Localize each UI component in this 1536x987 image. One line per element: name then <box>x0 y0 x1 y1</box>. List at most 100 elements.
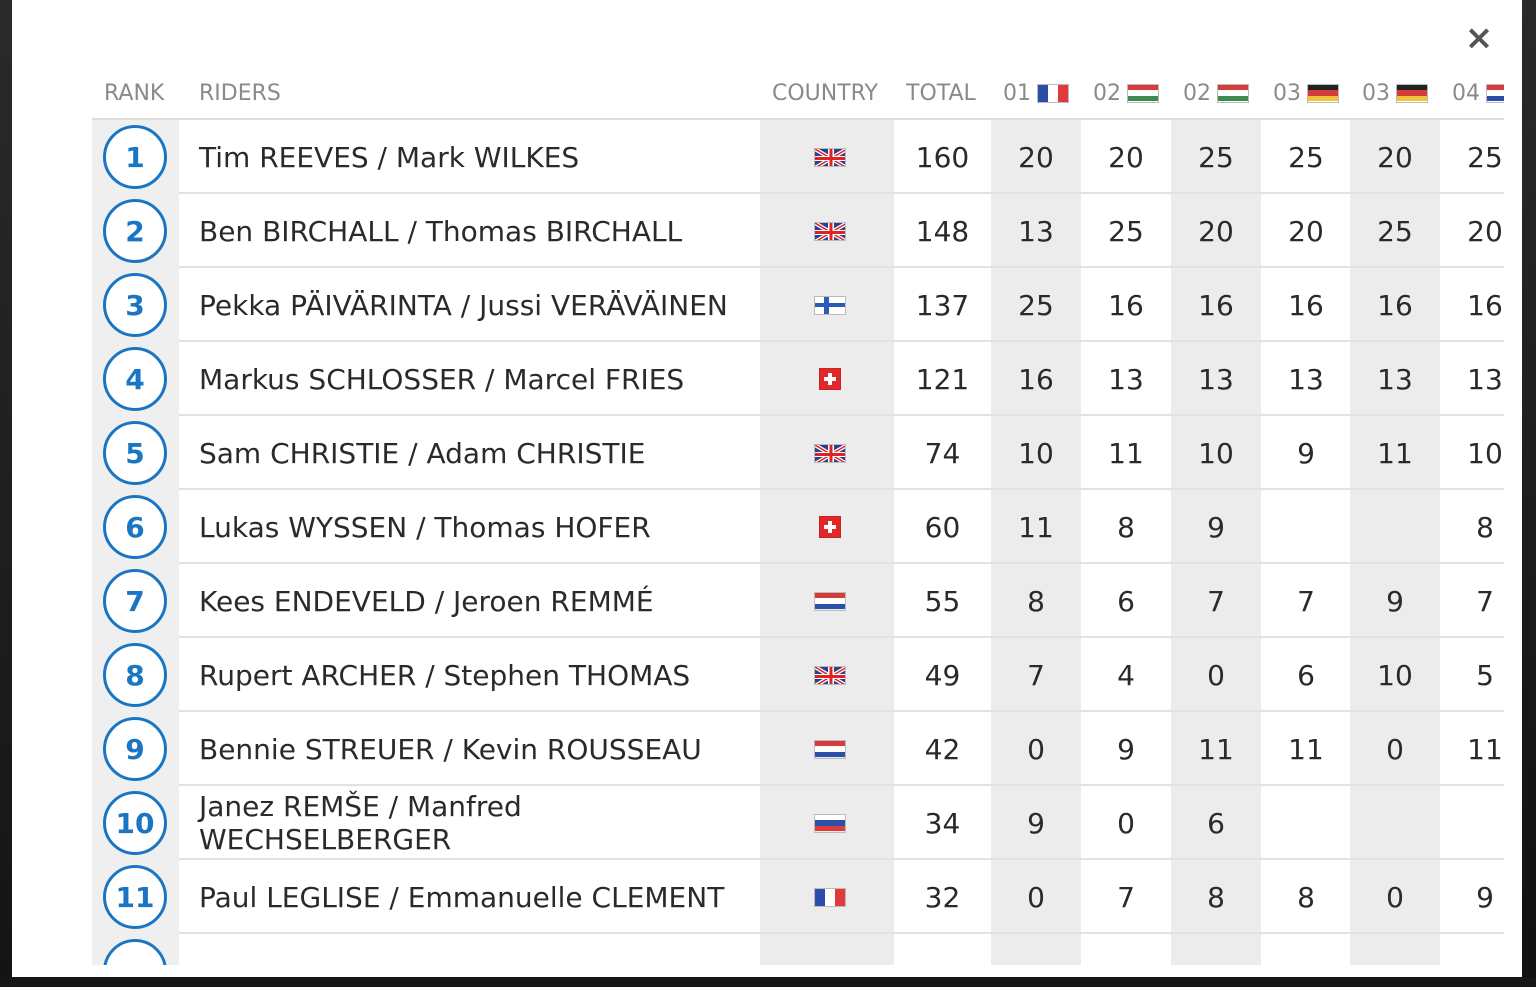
table-row[interactable]: 9 Bennie STREUER / Kevin ROUSSEAU 42 0 9 11 11… <box>92 712 1504 786</box>
table-row[interactable]: 11 Paul LEGLISE / Emmanuelle CLEMENT 32 0 7 8… <box>92 860 1504 934</box>
rank-badge: 9 <box>103 717 167 781</box>
total-points: 74 <box>924 436 961 470</box>
rider-names: Kees ENDEVELD / Jeroen REMMÉ <box>199 584 654 618</box>
table-row[interactable]: 6 Lukas WYSSEN / Thomas HOFER 60 11 8 9 8 <box>92 490 1504 564</box>
rider-names: Bennie STREUER / Kevin ROUSSEAU <box>199 732 702 766</box>
round-points: 4 <box>1117 658 1135 692</box>
row-divider <box>179 784 1504 786</box>
round-points: 8 <box>1476 510 1494 544</box>
round-points: 20 <box>1377 140 1413 174</box>
round-points: 10 <box>1467 436 1503 470</box>
rider-names: Markus SCHLOSSER / Marcel FRIES <box>199 362 685 396</box>
row-divider <box>179 636 1504 638</box>
country-flag <box>760 416 894 490</box>
row-divider <box>179 932 1504 934</box>
round-points <box>1261 786 1351 860</box>
round-points: 8 <box>1117 510 1135 544</box>
round-points: 13 <box>1198 362 1234 396</box>
round-points <box>1350 490 1440 564</box>
round-points: 16 <box>1108 288 1144 322</box>
header-round: 04 <box>1440 68 1504 118</box>
country-flag <box>760 194 894 268</box>
flag-uk-icon <box>814 221 846 241</box>
round-points: 25 <box>1377 214 1413 248</box>
round-points: 7 <box>1476 584 1494 618</box>
round-points: 0 <box>1386 880 1404 914</box>
header-rank: RANK <box>104 80 165 106</box>
total-points: 42 <box>924 732 961 766</box>
round-points: 11 <box>1377 436 1413 470</box>
round-points: 0 <box>1386 732 1404 766</box>
header-round: 02 <box>1171 68 1261 118</box>
total-points: 34 <box>924 806 961 840</box>
table-row[interactable]: 3 Pekka PÄIVÄRINTA / Jussi VERÄVÄINEN 137 2… <box>92 268 1504 342</box>
flag-netherlands-icon <box>814 591 846 611</box>
round-points: 0 <box>1117 806 1135 840</box>
round-points: 25 <box>1108 214 1144 248</box>
round-points <box>1350 786 1440 860</box>
round-label: 02 <box>1093 80 1121 106</box>
country-flag <box>760 712 894 786</box>
round-points: 9 <box>1207 510 1225 544</box>
table-row[interactable]: 4 Markus SCHLOSSER / Marcel FRIES 121 16 13 1… <box>92 342 1504 416</box>
rank-badge: 6 <box>103 495 167 559</box>
round-points: 11 <box>1288 732 1324 766</box>
flag-germany-icon <box>1307 83 1339 103</box>
round-points: 9 <box>1386 584 1404 618</box>
rank-badge: 10 <box>103 791 167 855</box>
round-points: 11 <box>1198 732 1234 766</box>
table-row[interactable]: 7 Kees ENDEVELD / Jeroen REMMÉ 55 8 6 7 7 9 7 <box>92 564 1504 638</box>
backdrop-right <box>1522 0 1536 987</box>
round-points: 25 <box>1198 140 1234 174</box>
rank-badge: 2 <box>103 199 167 263</box>
header-total: TOTAL <box>906 80 976 106</box>
header-round: 03 <box>1350 68 1440 118</box>
country-flag <box>760 268 894 342</box>
round-points: 7 <box>1027 658 1045 692</box>
rider-names: Rupert ARCHER / Stephen THOMAS <box>199 658 691 692</box>
round-points: 20 <box>1108 140 1144 174</box>
table-row[interactable]: 5 Sam CHRISTIE / Adam CHRISTIE 74 10 11 10 9 11… <box>92 416 1504 490</box>
flag-hungary-icon <box>1127 83 1159 103</box>
round-points: 0 <box>1027 880 1045 914</box>
round-points: 11 <box>1467 732 1503 766</box>
rider-names: Paul LEGLISE / Emmanuelle CLEMENT <box>199 880 725 914</box>
round-points: 16 <box>1467 288 1503 322</box>
rider-names: Sam CHRISTIE / Adam CHRISTIE <box>199 436 646 470</box>
flag-france-icon <box>1037 83 1069 103</box>
header-round: 01 <box>991 68 1081 118</box>
rider-names: Pekka PÄIVÄRINTA / Jussi VERÄVÄINEN <box>199 288 728 322</box>
flag-slovenia-icon <box>814 813 846 833</box>
rank-badge: 8 <box>103 643 167 707</box>
round-label: 02 <box>1183 80 1211 106</box>
total-points: 121 <box>915 362 970 396</box>
round-points: 10 <box>1018 436 1054 470</box>
round-label: 03 <box>1273 80 1301 106</box>
rank-badge: 1 <box>103 125 167 189</box>
round-points: 8 <box>1297 880 1315 914</box>
total-points: 60 <box>924 510 961 544</box>
round-points: 13 <box>1288 362 1324 396</box>
header-round: 02 <box>1081 68 1171 118</box>
rank-badge: 5 <box>103 421 167 485</box>
round-points: 8 <box>1207 880 1225 914</box>
rank-badge: 3 <box>103 273 167 337</box>
backdrop-left <box>0 0 12 987</box>
round-points: 13 <box>1108 362 1144 396</box>
country-flag <box>760 638 894 712</box>
flag-hungary-icon <box>1217 83 1249 103</box>
table-row[interactable]: 8 Rupert ARCHER / Stephen THOMAS 49 7 4 0 6 10 5 <box>92 638 1504 712</box>
round-points: 7 <box>1297 584 1315 618</box>
total-points: 148 <box>915 214 970 248</box>
close-icon[interactable]: × <box>1464 18 1494 58</box>
round-points: 13 <box>1018 214 1054 248</box>
country-flag <box>760 786 894 860</box>
round-label: 03 <box>1362 80 1390 106</box>
table-row[interactable]: 10 Janez REMŠE / Manfred WECHSELBERGER 34 9… <box>92 786 1504 860</box>
table-row[interactable]: 1 Tim REEVES / Mark WILKES 160 20 20 25 25 20 25 <box>92 120 1504 194</box>
table-row[interactable]: 2 Ben BIRCHALL / Thomas BIRCHALL 148 13 25 20… <box>92 194 1504 268</box>
round-points: 0 <box>1027 732 1045 766</box>
rider-names: Janez REMŠE / Manfred WECHSELBERGER <box>199 790 522 856</box>
round-points: 9 <box>1117 732 1135 766</box>
rider-names: Tim REEVES / Mark WILKES <box>199 140 580 174</box>
